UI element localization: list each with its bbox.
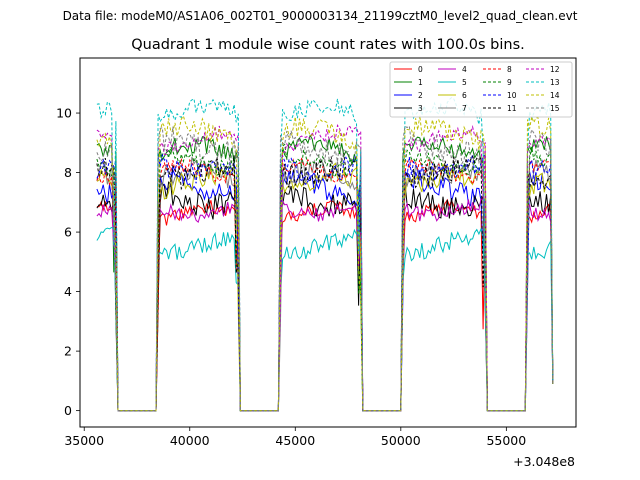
series-line-11 xyxy=(96,152,554,412)
series-line-4 xyxy=(96,198,554,412)
series-line-15 xyxy=(96,125,554,412)
legend-label-6: 6 xyxy=(462,91,467,100)
y-tick-label: 4 xyxy=(64,284,72,299)
chart-title: Quadrant 1 module wise count rates with … xyxy=(131,37,525,53)
series-line-1 xyxy=(96,134,554,412)
legend-label-11: 11 xyxy=(507,104,517,113)
legend-label-1: 1 xyxy=(418,78,423,87)
x-offset-label: +3.048e8 xyxy=(513,454,575,469)
y-tick-label: 2 xyxy=(64,344,72,359)
y-tick-label: 10 xyxy=(56,106,72,121)
axis-ticks: 35000 40000 45000 50000 55000 0 2 4 6 8 10 xyxy=(56,106,526,448)
legend-label-14: 14 xyxy=(550,91,560,100)
legend-label-8: 8 xyxy=(507,65,512,74)
legend-label-2: 2 xyxy=(418,91,423,100)
legend-label-12: 12 xyxy=(550,65,560,74)
y-tick-label: 0 xyxy=(64,403,72,418)
x-tick-label: 50000 xyxy=(381,433,421,448)
legend-label-0: 0 xyxy=(418,65,423,74)
series-line-5 xyxy=(96,226,554,412)
legend-label-9: 9 xyxy=(507,78,512,87)
series-line-2 xyxy=(96,168,554,412)
x-tick-label: 55000 xyxy=(486,433,526,448)
y-tick-label: 6 xyxy=(64,225,72,240)
y-tick-label: 8 xyxy=(64,165,72,180)
legend-label-7: 7 xyxy=(462,104,467,113)
x-tick-label: 40000 xyxy=(170,433,210,448)
legend-label-15: 15 xyxy=(550,104,560,113)
legend-box xyxy=(389,61,573,118)
legend-label-10: 10 xyxy=(507,91,517,100)
suptitle: Data file: modeM0/AS1A06_002T01_90000031… xyxy=(63,9,578,23)
x-tick-label: 35000 xyxy=(64,433,104,448)
legend-label-5: 5 xyxy=(462,78,467,87)
series-line-8 xyxy=(96,157,554,412)
x-tick-label: 45000 xyxy=(275,433,315,448)
plot-frame xyxy=(79,57,577,428)
series-line-7 xyxy=(96,156,554,412)
legend-label-4: 4 xyxy=(462,65,467,74)
legend-label-3: 3 xyxy=(418,104,423,113)
legend-label-13: 13 xyxy=(550,78,560,87)
